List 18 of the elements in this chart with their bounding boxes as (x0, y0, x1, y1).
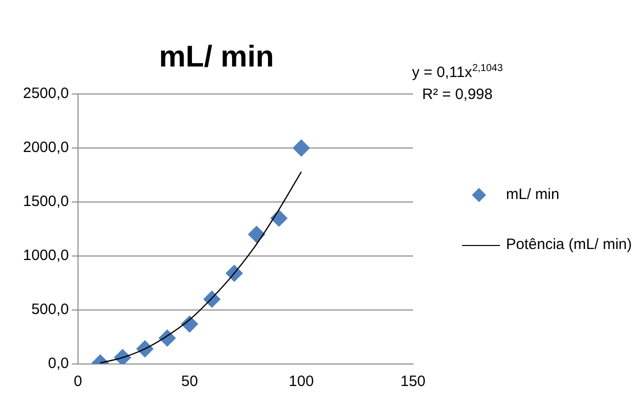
point (292, 140, 310, 156)
y-tick-label: 1000,0 (22, 247, 69, 264)
y-tick-label: 1500,0 (22, 193, 69, 210)
x-tick-label: 150 (400, 373, 426, 390)
text: R² = 0,998 (421, 85, 494, 105)
legend-label: mL/ min (506, 185, 560, 205)
x-tick-label: 100 (288, 373, 314, 390)
text: y = 0,11x$^{2,1043}$ (412, 62, 503, 83)
y-tick-label: 2500,0 (22, 85, 69, 102)
chart-title: mL/ min (158, 40, 274, 74)
x-tick-label: 50 (181, 373, 198, 390)
point (248, 226, 266, 243)
point (203, 290, 220, 308)
y-tick-label: 2000,0 (22, 139, 69, 156)
x-tick-label: 0 (74, 373, 82, 390)
y-tick-label: 0,0 (48, 355, 69, 372)
legend-label: Potência (mL/ min) (506, 235, 632, 255)
y-tick-label: 500,0 (31, 301, 69, 318)
